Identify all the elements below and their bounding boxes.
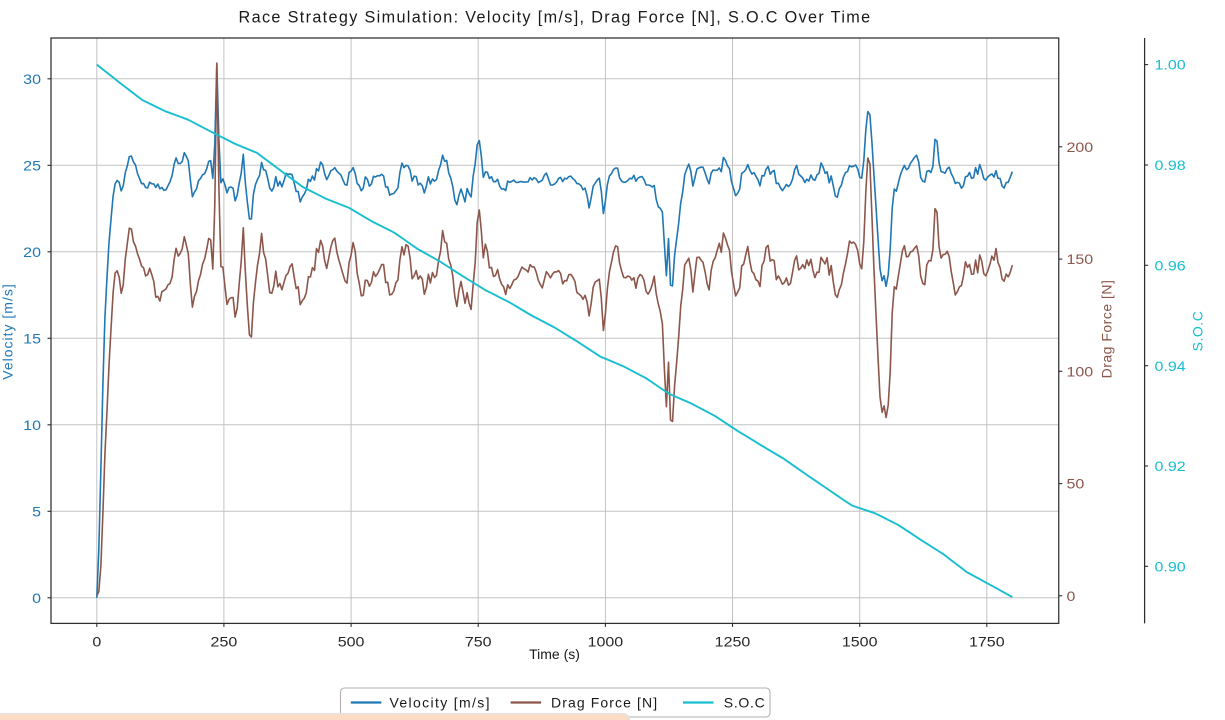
svg-text:15: 15 bbox=[23, 330, 41, 346]
svg-text:500: 500 bbox=[338, 634, 365, 650]
svg-text:1750: 1750 bbox=[969, 634, 1005, 650]
svg-text:Velocity [m/s]: Velocity [m/s] bbox=[390, 694, 491, 710]
svg-text:0.90: 0.90 bbox=[1155, 558, 1186, 574]
svg-text:100: 100 bbox=[1067, 363, 1094, 379]
svg-text:1250: 1250 bbox=[715, 634, 751, 650]
svg-text:0.96: 0.96 bbox=[1155, 257, 1186, 273]
svg-text:1500: 1500 bbox=[842, 634, 878, 650]
svg-text:10: 10 bbox=[23, 417, 41, 433]
svg-text:50: 50 bbox=[1067, 476, 1085, 492]
svg-text:150: 150 bbox=[1067, 251, 1094, 267]
svg-text:0.94: 0.94 bbox=[1155, 358, 1186, 374]
svg-text:750: 750 bbox=[465, 634, 492, 650]
svg-text:Race Strategy Simulation: Velo: Race Strategy Simulation: Velocity [m/s]… bbox=[239, 9, 872, 27]
svg-text:Drag Force [N]: Drag Force [N] bbox=[551, 694, 658, 710]
svg-text:30: 30 bbox=[23, 71, 41, 87]
svg-text:200: 200 bbox=[1067, 139, 1094, 155]
svg-text:5: 5 bbox=[32, 503, 41, 519]
svg-text:Velocity [m/s]: Velocity [m/s] bbox=[0, 283, 16, 379]
svg-text:S.O.C: S.O.C bbox=[1190, 311, 1206, 352]
svg-text:0: 0 bbox=[92, 634, 101, 650]
svg-text:Time (s): Time (s) bbox=[529, 646, 580, 662]
svg-text:0.92: 0.92 bbox=[1155, 458, 1186, 474]
svg-text:250: 250 bbox=[211, 634, 238, 650]
svg-text:25: 25 bbox=[23, 157, 41, 173]
svg-text:1.00: 1.00 bbox=[1155, 57, 1186, 73]
svg-text:S.O.C: S.O.C bbox=[724, 694, 766, 710]
svg-text:20: 20 bbox=[23, 244, 41, 260]
svg-text:0: 0 bbox=[1067, 588, 1076, 604]
svg-text:1000: 1000 bbox=[588, 634, 624, 650]
svg-text:0.98: 0.98 bbox=[1155, 157, 1186, 173]
svg-text:Drag Force [N]: Drag Force [N] bbox=[1099, 280, 1115, 379]
svg-text:0: 0 bbox=[32, 590, 41, 606]
